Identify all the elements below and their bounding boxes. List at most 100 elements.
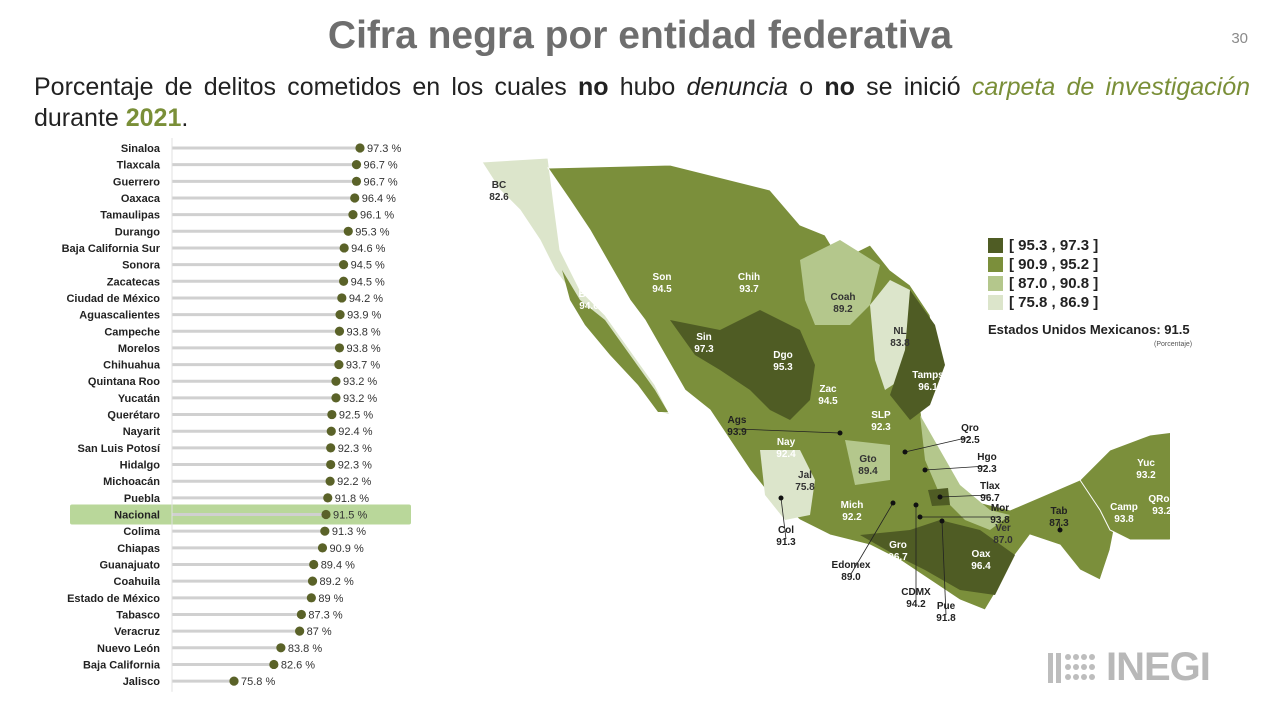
subtitle-emph: no [824, 73, 855, 101]
region-dark-tamps [890, 290, 945, 420]
state-abbr-camp: Camp [1110, 502, 1138, 513]
legend-label: [ 75.8 , 86.9 ] [1009, 294, 1099, 311]
category-label: Veracruz [114, 626, 160, 638]
category-label: Tlaxcala [117, 160, 161, 172]
category-label: Querétaro [107, 410, 160, 422]
map-outline [481, 157, 1170, 611]
lollipop-dot [334, 359, 344, 370]
lollipop-dot [323, 493, 333, 503]
state-abbr-zac: Zac [819, 384, 837, 395]
state-abbr-pue: Pue [937, 601, 956, 612]
value-label: 93.7 % [346, 360, 380, 372]
state-value-chis: 90.9 [1054, 573, 1074, 584]
value-label: 87 % [307, 626, 332, 638]
lollipop-dot [326, 443, 336, 453]
lollipop-dot [348, 210, 358, 220]
value-label: 94.5 % [351, 276, 385, 288]
slide-title: Cifra negra por entidad federativa [327, 14, 953, 57]
value-label: 91.5 % [333, 510, 367, 522]
state-value-nl: 83.8 [890, 338, 910, 349]
leader-dot [937, 494, 943, 500]
state-value-oax: 96.4 [971, 561, 991, 572]
lollipop-dot [350, 193, 360, 203]
value-label: 83.8 % [288, 643, 322, 655]
leader-dot [917, 514, 923, 520]
lollipop-dot [309, 559, 319, 570]
value-label: 89 % [318, 593, 343, 605]
state-value-sin: 97.3 [694, 344, 714, 355]
lollipop-dot [269, 659, 279, 670]
category-label: San Luis Potosí [77, 443, 160, 455]
region-light-veracruz [920, 415, 1010, 530]
value-label: 92.3 % [338, 460, 372, 472]
state-abbr-col: Col [778, 525, 794, 536]
state-abbr-slp: SLP [871, 410, 891, 421]
state-abbr-hgo: Hgo [977, 452, 996, 463]
lollipop-dot [334, 326, 345, 336]
state-value-mor: 93.8 [990, 515, 1010, 526]
region-dark-northwest [670, 310, 815, 420]
state-abbr-nay: Nay [777, 437, 796, 448]
legend-item: [ 95.3 , 97.3 ] [988, 236, 1098, 255]
value-label: 96.4 % [362, 193, 396, 205]
value-label: 87.3 % [308, 609, 342, 621]
value-label: 93.8 % [346, 326, 380, 338]
state-abbr-tamps: Tamps [912, 370, 944, 381]
leader-line [941, 520, 947, 616]
subtitle-text: hubo [608, 73, 687, 101]
subtitle-text: Porcentaje de delitos cometidos en los c… [34, 73, 578, 101]
leader-line [780, 497, 787, 540]
value-label: 90.9 % [329, 543, 363, 555]
state-abbr-bcs: BCS [578, 289, 599, 300]
inegi-dots-icon [1048, 652, 1095, 683]
state-abbr-qro: Qro [961, 423, 979, 434]
subtitle-text: se inició [854, 73, 972, 101]
value-label: 93.9 % [347, 310, 381, 322]
subtitle-italic: denuncia [686, 73, 789, 101]
lollipop-dot [276, 643, 286, 653]
subtitle-text: . [181, 104, 189, 132]
state-abbr-nl: NL [893, 326, 906, 337]
legend-label: [ 90.9 , 95.2 ] [1009, 256, 1099, 273]
state-value-mich: 92.2 [842, 512, 862, 523]
category-label: Nuevo León [97, 643, 160, 655]
state-abbr-dgo: Dgo [773, 350, 792, 361]
value-label: 94.2 % [349, 293, 383, 305]
state-value-gto: 89.4 [858, 466, 878, 477]
leader-line [850, 502, 894, 575]
lollipop-dot [351, 160, 362, 170]
lollipop-dot [317, 543, 328, 553]
state-value-yuc: 93.2 [1136, 470, 1156, 481]
category-label: Hidalgo [120, 460, 161, 472]
category-label: Zacatecas [107, 276, 160, 288]
category-label: Sinaloa [121, 143, 161, 155]
subtitle-text: o [788, 73, 825, 101]
subtitle-emph: no [577, 73, 609, 101]
value-label: 92.3 % [338, 443, 372, 455]
slide-subtitle: Porcentaje de delitos cometidos en los c… [34, 72, 1250, 134]
value-label: 93.8 % [346, 343, 380, 355]
state-abbr-chih: Chih [738, 272, 760, 283]
value-label: 95.3 % [355, 226, 389, 238]
category-label: Chiapas [117, 543, 160, 555]
category-label: Colima [123, 526, 161, 538]
region-dark-south [860, 520, 1015, 595]
state-value-tab: 87.3 [1049, 518, 1069, 529]
category-label: Morelos [118, 343, 160, 355]
leader-line [904, 436, 971, 453]
value-label: 91.3 % [332, 526, 366, 538]
state-value-camp: 93.8 [1114, 514, 1134, 525]
lollipop-dot [320, 526, 330, 536]
state-value-cdmx: 94.2 [906, 599, 926, 610]
region-light-gto [845, 440, 890, 485]
state-value-bcs: 94.6 [579, 301, 599, 312]
inegi-logo: INEGI [1048, 645, 1211, 690]
value-label: 92.5 % [339, 410, 373, 422]
lollipop-dot [325, 476, 335, 486]
category-label: Nacional [114, 510, 160, 522]
state-abbr-coah: Coah [831, 292, 856, 303]
state-abbr-mich: Mich [841, 500, 864, 511]
state-value-slp: 92.3 [871, 422, 891, 433]
lollipop-dot [326, 459, 336, 470]
leader-dot [837, 430, 843, 436]
